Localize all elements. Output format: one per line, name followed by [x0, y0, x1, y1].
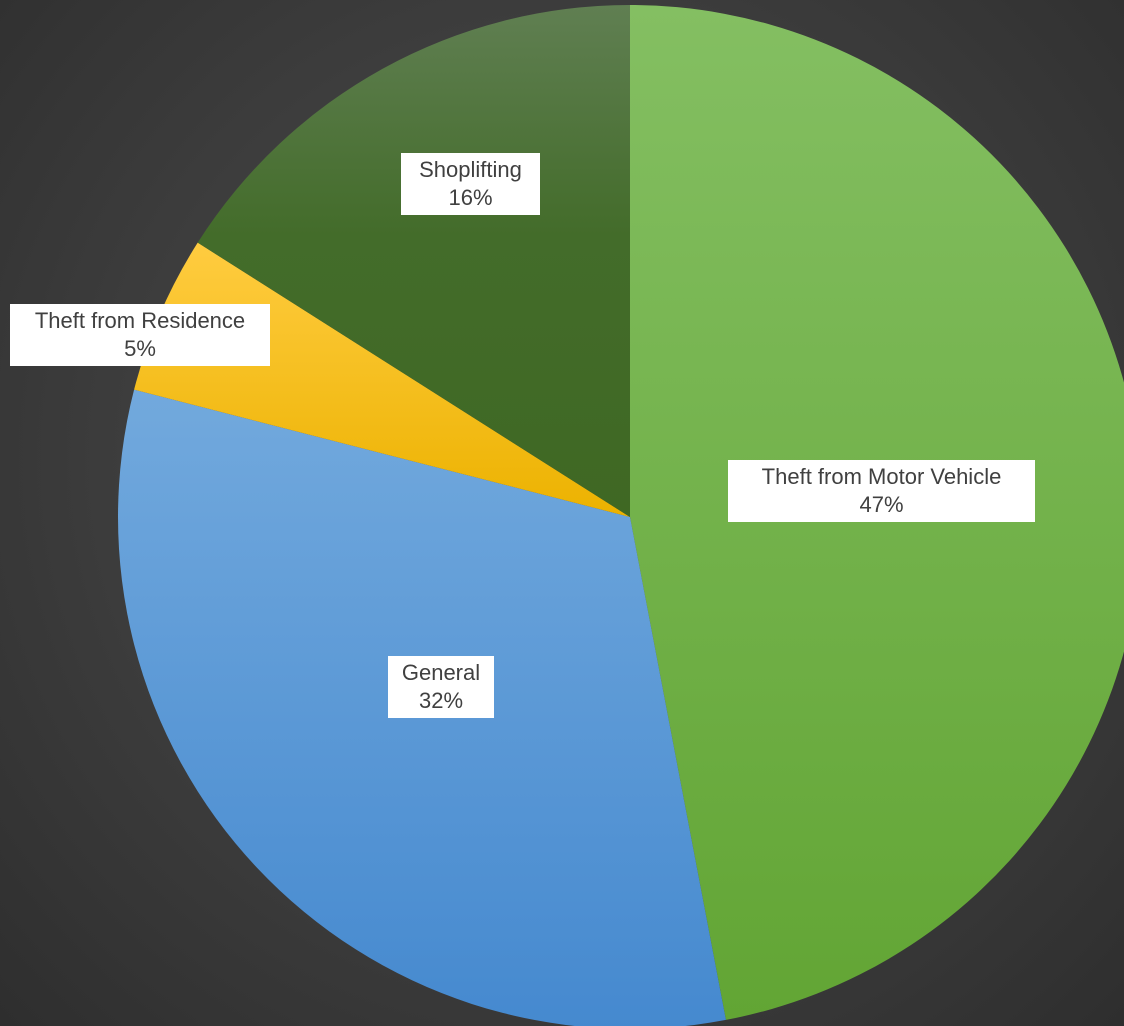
- data-label-general: General 32%: [388, 656, 494, 718]
- data-label-shoplifting: Shoplifting 16%: [401, 153, 540, 215]
- slice-name-label: Shoplifting: [419, 157, 522, 182]
- slice-percent-label: 32%: [418, 688, 464, 713]
- data-label-theft-from-motor-vehicle: Theft from Motor Vehicle 47%: [728, 460, 1035, 522]
- slice-percent-label: 16%: [448, 185, 493, 210]
- slice-percent-label: 5%: [124, 336, 156, 361]
- data-label-theft-from-residence: Theft from Residence 5%: [10, 304, 270, 366]
- slice-name-label: General: [401, 660, 481, 685]
- pie-slice-shoplifting: [197, 5, 630, 517]
- slice-name-label: Theft from Residence: [34, 308, 246, 333]
- slice-percent-label: 47%: [859, 492, 904, 517]
- slice-name-label: Theft from Motor Vehicle: [761, 464, 1002, 489]
- pie-slices: [118, 5, 1124, 1026]
